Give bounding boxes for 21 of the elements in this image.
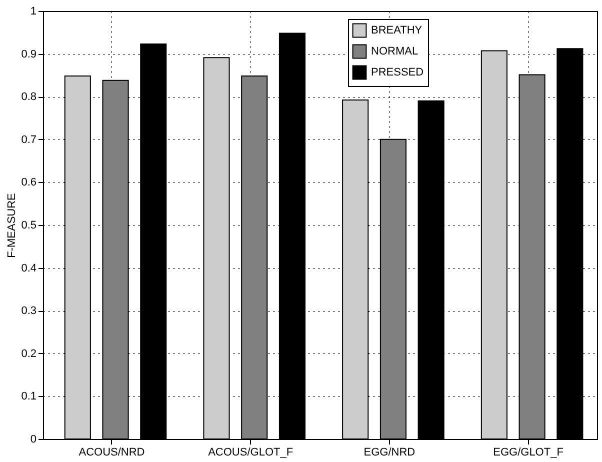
y-tick-label: 0.2 (21, 348, 36, 360)
y-tick-label: 0 (30, 434, 36, 446)
bar (203, 57, 230, 440)
y-tick-label: 0.7 (21, 134, 36, 146)
legend-label: PRESSED (371, 66, 424, 78)
y-tick-label: 1 (30, 6, 36, 18)
y-tick-label: 0.6 (21, 176, 36, 189)
y-tick-label: 0.5 (21, 220, 36, 232)
x-tick-label: EGG/GLOT_F (493, 446, 564, 458)
y-tick-label: 0.8 (21, 91, 36, 104)
legend-label: NORMAL (371, 46, 418, 58)
x-tick-label: ACOUS/NRD (78, 446, 145, 458)
legend-label: BREATHY (371, 24, 423, 36)
x-tick-label: EGG/NRD (364, 446, 416, 458)
y-tick-label: 0.1 (21, 390, 36, 403)
bar (418, 100, 444, 440)
y-tick-label: 0.9 (21, 48, 36, 60)
x-tick-label: ACOUS/GLOT_F (208, 446, 294, 458)
y-tick-label: 0.4 (21, 262, 36, 274)
y-tick-label: 0.3 (21, 305, 36, 318)
y-axis-title: F-MEASURE (6, 193, 18, 258)
